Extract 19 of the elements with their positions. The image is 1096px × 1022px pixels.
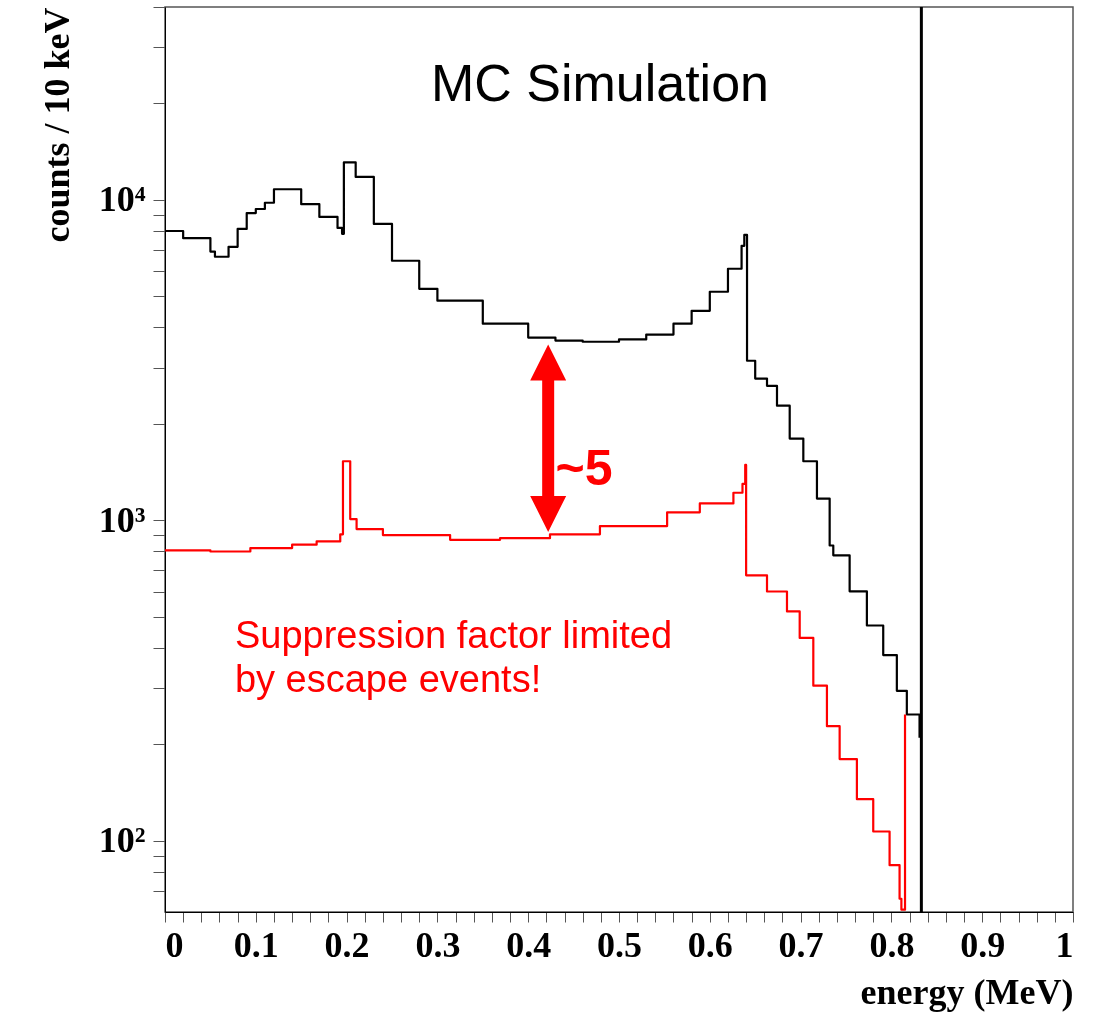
y-axis-title: counts / 10 keV <box>36 7 77 243</box>
x-tick-label: 0.8 <box>869 924 915 965</box>
x-tick-label: 0.7 <box>778 924 824 965</box>
x-tick-label: 0.3 <box>415 924 461 965</box>
y-tick-label: 10⁴ <box>98 179 146 220</box>
x-tick-label: 0.5 <box>597 924 642 965</box>
x-tick-label: 0.2 <box>324 924 370 965</box>
x-axis-title: energy (MeV) <box>860 971 1074 1012</box>
x-tick-label: 0.4 <box>506 924 552 965</box>
y-tick-label: 10³ <box>98 499 146 540</box>
annotation: MC Simulation <box>430 54 769 113</box>
x-tick-label: 1 <box>1055 924 1074 965</box>
x-tick-label: 0 <box>165 924 184 965</box>
annotation: Suppression factor limited by escape events! <box>234 613 673 700</box>
y-tick-label: 10² <box>98 820 146 861</box>
x-tick-label: 0.1 <box>233 924 279 965</box>
annotation: ~5 <box>555 440 613 497</box>
x-tick-label: 0.9 <box>960 924 1006 965</box>
x-tick-label: 0.6 <box>687 924 733 965</box>
